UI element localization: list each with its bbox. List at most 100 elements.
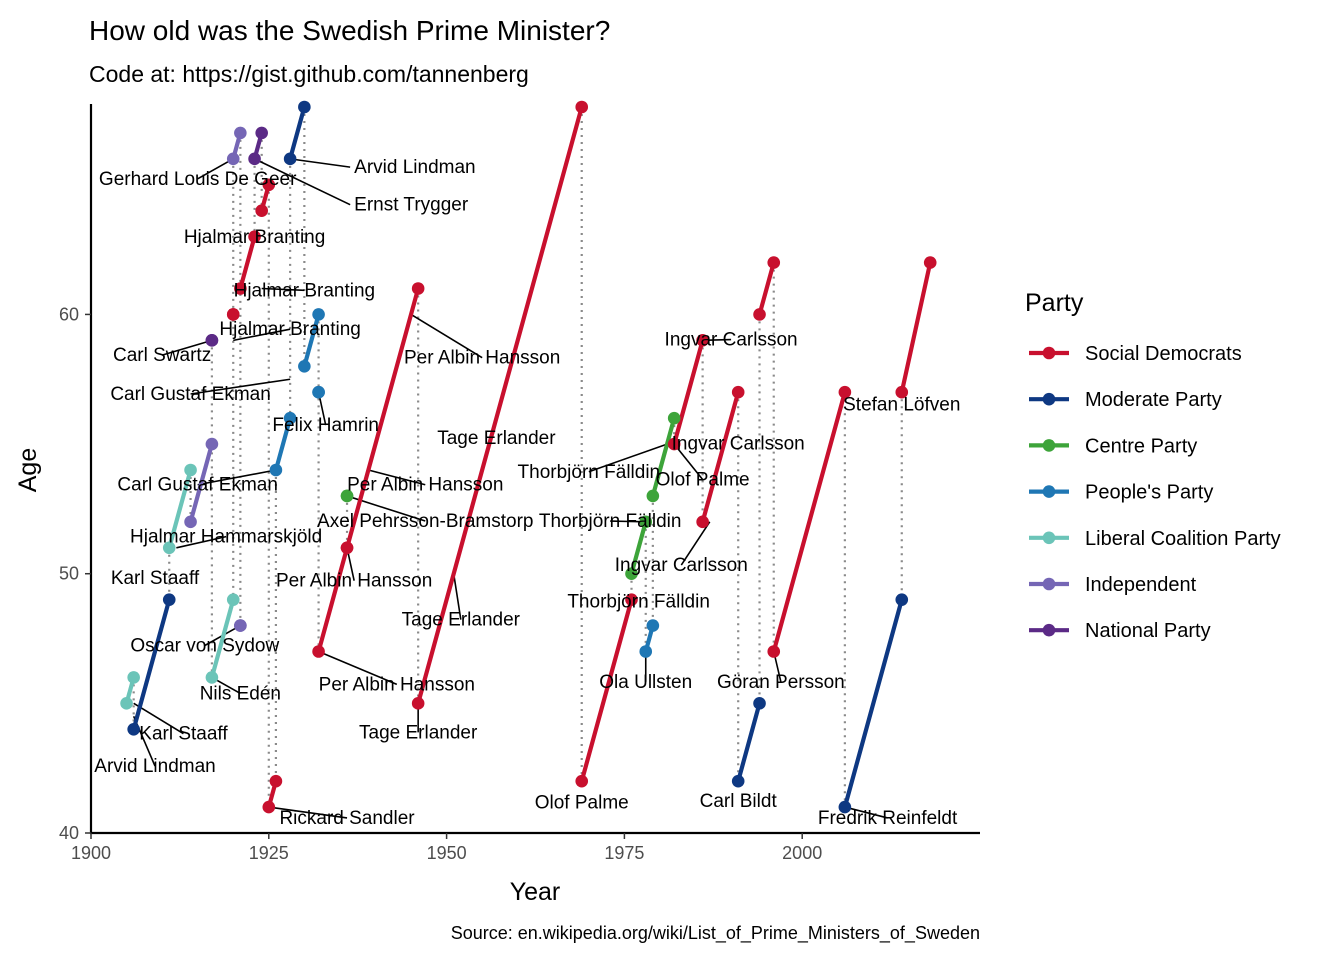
pm-label-19: Thorbjörn Fälldin <box>539 511 682 532</box>
term-start-point-19 <box>340 541 354 555</box>
term-start-point-0 <box>127 722 140 736</box>
y-tick-label-60: 60 <box>59 304 79 324</box>
pm-label-37: Fredrik Reinfeldt <box>818 808 958 829</box>
term-start-point-26 <box>696 515 709 529</box>
pm-label-22: Karl Staaff <box>111 568 200 589</box>
x-tick-label-1975: 1975 <box>604 843 644 863</box>
term-segment-31 <box>899 260 933 395</box>
chart-caption: Source: en.wikipedia.org/wiki/List_of_Pr… <box>451 923 980 944</box>
label-connector-36 <box>268 806 348 819</box>
term-end-point-9 <box>255 126 268 140</box>
term-start-point-30 <box>838 800 852 814</box>
term-segment-19 <box>344 286 421 550</box>
label-connector-37 <box>844 806 888 819</box>
term-end-point-13 <box>269 774 283 788</box>
term-segment-24 <box>650 416 677 499</box>
x-axis-title: Year <box>510 878 561 906</box>
term-start-point-2 <box>120 697 133 710</box>
term-start-point-28 <box>753 308 766 321</box>
term-segment-0 <box>131 597 172 732</box>
term-start-point-25 <box>667 437 681 451</box>
term-end-point-22 <box>639 515 653 529</box>
legend-key-point-5 <box>1042 577 1056 591</box>
x-tick-label-1925: 1925 <box>249 843 289 863</box>
pm-label-15: Olof Palme <box>656 470 750 491</box>
term-start-point-31 <box>895 385 909 399</box>
label-connector-21 <box>680 521 711 566</box>
pm-label-29: Göran Persson <box>717 672 845 693</box>
label-connectors <box>132 158 888 819</box>
legend-title: Party <box>1025 289 1084 317</box>
pm-label-6: Carl Swartz <box>113 345 211 366</box>
pm-label-0: Arvid Lindman <box>354 157 475 178</box>
label-connector-5 <box>233 328 291 342</box>
term-start-point-23 <box>639 645 653 658</box>
term-end-point-30 <box>895 593 909 606</box>
pm-label-5: Hjalmar Branting <box>219 319 361 340</box>
legend: Party Social Democrats Moderate Party Cent… <box>1025 289 1281 642</box>
pm-label-14: Thorbjörn Fälldin <box>518 462 661 483</box>
pm-label-7: Per Albin Hansson <box>404 348 560 369</box>
term-start-point-20 <box>411 697 425 710</box>
pm-label-17: Per Albin Hansson <box>347 475 503 496</box>
pm-label-20: Hjalmar Hammarskjöld <box>130 527 322 548</box>
term-segment-26 <box>700 390 741 524</box>
legend-label-2: Centre Party <box>1085 435 1197 457</box>
y-axis-title: Age <box>14 448 42 492</box>
legend-label-4: Liberal Coalition Party <box>1085 528 1281 550</box>
term-segment-1 <box>288 104 307 161</box>
term-segment-15 <box>302 312 321 369</box>
label-connector-27 <box>318 650 398 686</box>
term-end-point-25 <box>696 334 709 347</box>
pm-label-11: Ingvar Carlsson <box>665 330 798 351</box>
pm-label-9: Felix Hamrin <box>272 415 379 436</box>
term-start-point-17 <box>312 645 325 658</box>
axes: 1900 1925 1950 1975 2000 40 50 60 <box>59 104 980 863</box>
pm-label-21: Ingvar Carlsson <box>615 555 748 576</box>
term-start-point-21 <box>575 774 589 788</box>
term-start-point-6 <box>226 152 240 166</box>
term-end-point-23 <box>646 619 660 632</box>
pm-label-26: Oscar von Sydow <box>130 636 279 657</box>
term-segment-29 <box>771 390 847 654</box>
pm-label-31: Karl Staaff <box>139 724 228 745</box>
term-segment-27 <box>736 701 762 784</box>
term-segment-14 <box>273 416 293 473</box>
term-start-point-1 <box>283 152 297 166</box>
label-connector-6 <box>161 339 213 356</box>
term-end-point-18 <box>340 489 354 503</box>
pm-label-3: Hjalmar Branting <box>184 227 326 248</box>
term-end-point-2 <box>127 671 140 684</box>
pm-label-8: Carl Gustaf Ekman <box>110 384 271 405</box>
term-end-point-5 <box>205 437 219 451</box>
pm-label-33: Arvid Lindman <box>94 756 215 777</box>
legend-label-0: Social Democrats <box>1085 343 1242 365</box>
term-end-point-4 <box>226 593 240 606</box>
term-end-point-29 <box>838 385 852 399</box>
pm-label-12: Stefan Löfven <box>843 394 960 415</box>
x-tick-label-1900: 1900 <box>71 843 111 863</box>
term-start-point-22 <box>625 567 638 581</box>
legend-key-point-1 <box>1042 392 1056 406</box>
label-connector-17 <box>368 469 426 486</box>
term-end-point-0 <box>162 593 176 606</box>
pm-label-28: Ola Ullsten <box>599 672 692 693</box>
legend-label-5: Independent <box>1085 574 1197 596</box>
term-end-point-14 <box>283 411 297 425</box>
term-segment-5 <box>188 441 215 524</box>
term-start-point-11 <box>234 282 247 295</box>
term-segment-20 <box>416 104 584 706</box>
term-segments <box>124 104 933 810</box>
pm-label-25: Tage Erlander <box>402 610 521 631</box>
chart-subtitle: Code at: https://gist.github.com/tannenb… <box>89 61 529 87</box>
legend-key-point-4 <box>1042 531 1056 545</box>
term-end-point-21 <box>625 593 638 606</box>
x-tick-label-1950: 1950 <box>427 843 467 863</box>
label-connector-1 <box>197 158 234 180</box>
term-end-point-16 <box>312 385 325 399</box>
term-end-point-28 <box>767 256 781 269</box>
legend-key-point-6 <box>1042 623 1056 637</box>
term-end-point-1 <box>298 100 311 114</box>
